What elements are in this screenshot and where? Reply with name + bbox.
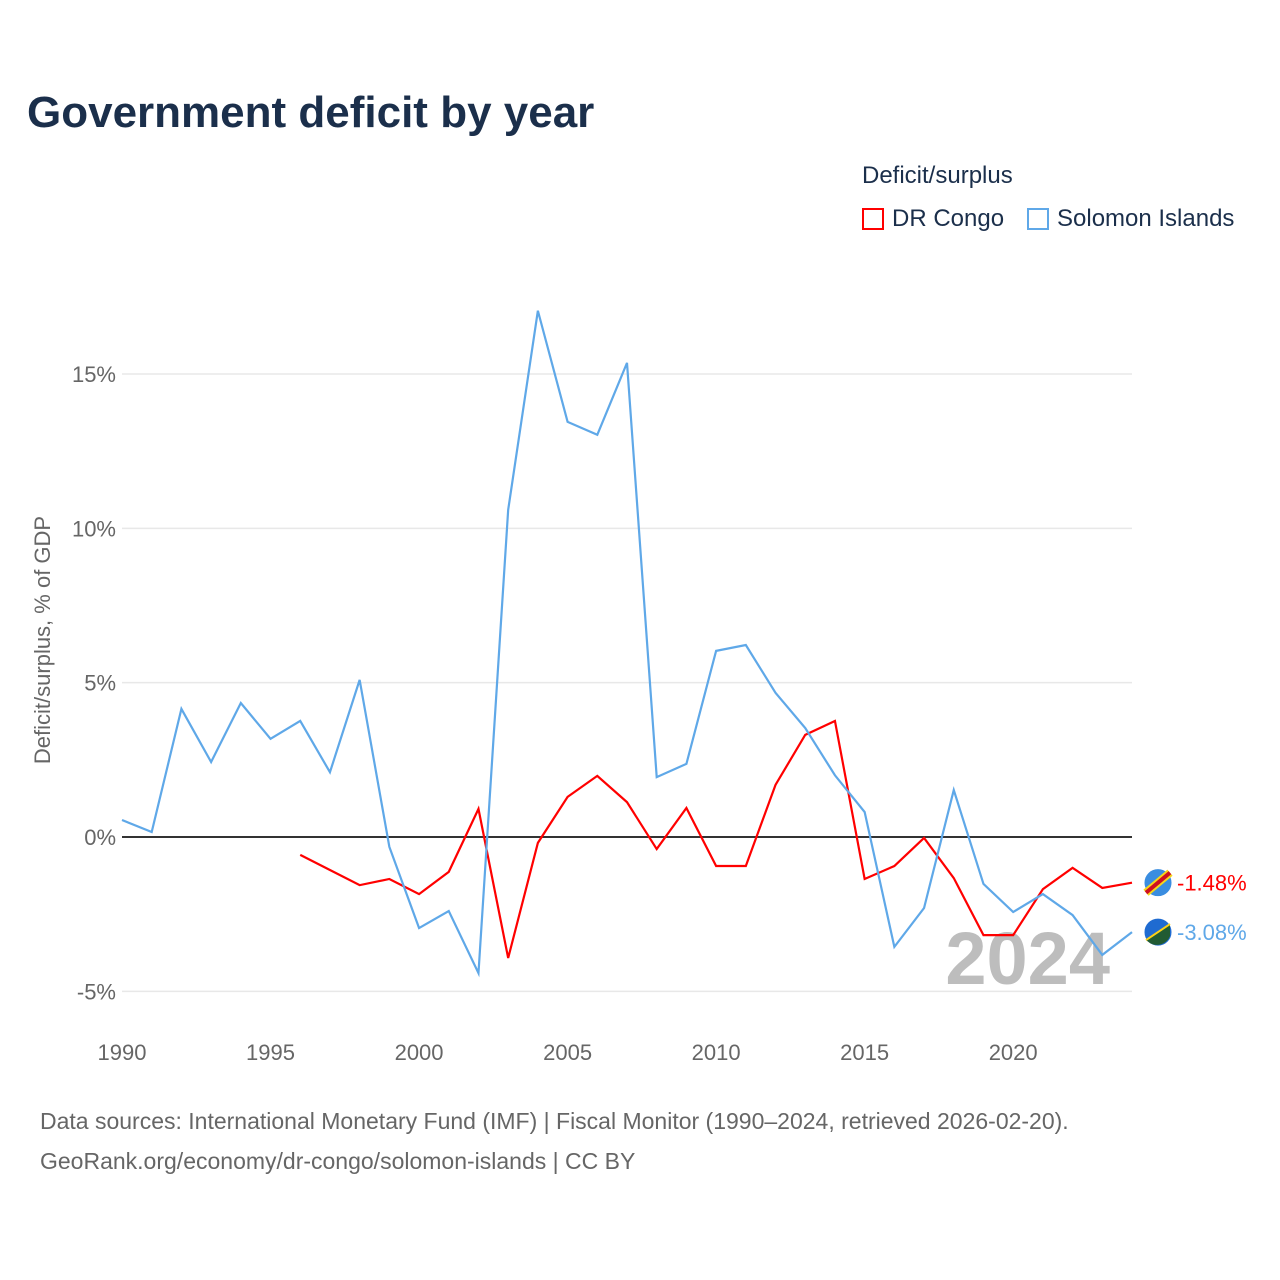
year-watermark: 2024 [945, 917, 1110, 1000]
legend-label: DR Congo [892, 205, 1005, 232]
x-tick-label: 1995 [246, 1040, 295, 1065]
flag-icon-dr-congo [1143, 868, 1173, 898]
x-tick-label: 2015 [840, 1040, 889, 1065]
x-tick-label: 2005 [543, 1040, 592, 1065]
legend-title: Deficit/surplus [862, 162, 1013, 189]
source-text: Data sources: International Monetary Fun… [40, 1108, 1069, 1134]
y-tick-label: 0% [84, 825, 116, 850]
end-value-label: -1.48% [1177, 871, 1247, 896]
y-tick-label: -5% [77, 979, 116, 1004]
flag-stripe [1146, 924, 1170, 945]
legend-swatch [862, 208, 884, 230]
x-tick-label: 2020 [989, 1040, 1038, 1065]
y-tick-label: 5% [84, 671, 116, 696]
y-axis-label: Deficit/surplus, % of GDP [30, 516, 55, 764]
x-tick-label: 2010 [692, 1040, 741, 1065]
source-url: GeoRank.org/economy/dr-congo/solomon-isl… [40, 1148, 636, 1174]
flag-stripe [1145, 923, 1171, 941]
y-tick-label: 15% [72, 362, 116, 387]
series-line-solomon-islands [121, 310, 1133, 978]
legend-item-solomon-islands[interactable]: Solomon Islands [1027, 205, 1234, 233]
x-tick-label: 2000 [395, 1040, 444, 1065]
end-value-label: -3.08% [1177, 920, 1247, 945]
flag-stripe [1144, 871, 1172, 895]
flag-icon-solomon-islands [1143, 917, 1173, 947]
chart-title: Government deficit by year [27, 88, 595, 137]
x-tick-label: 1990 [98, 1040, 147, 1065]
legend-label: Solomon Islands [1057, 205, 1235, 232]
y-tick-label: 10% [72, 516, 116, 541]
legend-swatch [1027, 208, 1049, 230]
legend-item-dr-congo[interactable]: DR Congo [862, 205, 1004, 233]
